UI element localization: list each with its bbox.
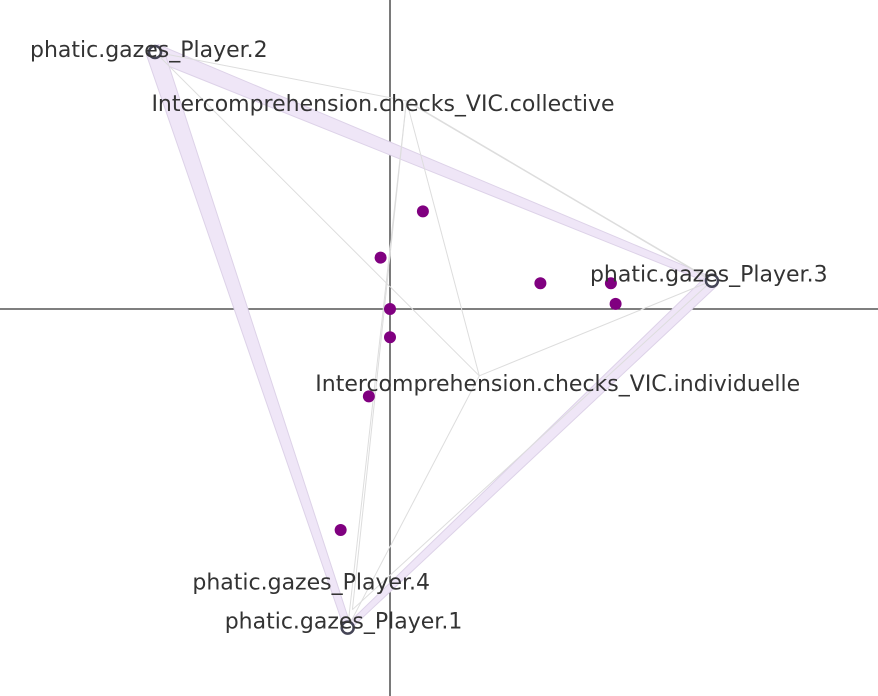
node-label-p4: phatic.gazes_Player.4 xyxy=(192,571,430,596)
data-point-5 xyxy=(362,390,375,403)
edge-p2-p3 xyxy=(151,43,714,285)
data-point-9 xyxy=(609,297,622,310)
edge-vc-vi xyxy=(405,100,480,376)
node-label-p3: phatic.gazes_Player.3 xyxy=(590,263,828,288)
edge-p2-vi xyxy=(154,51,480,377)
edge-p4-p3 xyxy=(352,280,713,611)
data-point-6 xyxy=(334,524,347,537)
data-point-8 xyxy=(604,277,617,290)
node-label-p2: phatic.gazes_Player.2 xyxy=(30,38,268,63)
node-marker-p1 xyxy=(340,620,355,635)
edge-p3-vi xyxy=(479,280,713,377)
edge-p2-p1 xyxy=(145,48,352,630)
nodes xyxy=(147,44,720,635)
edge-vi-p1 xyxy=(347,375,480,628)
data-point-1 xyxy=(416,205,429,218)
labels: phatic.gazes_Player.2 phatic.gazes_Player… xyxy=(30,38,828,635)
node-label-vc: Intercomprehension.checks_VIC.collective xyxy=(151,92,614,117)
edge-p3-vc xyxy=(406,100,713,282)
node-marker-p2 xyxy=(147,44,163,60)
edges xyxy=(145,43,718,631)
points xyxy=(334,205,622,537)
node-label-p1: phatic.gazes_Player.1 xyxy=(225,610,463,635)
node-label-vi: Intercomprehension.checks_VIC.individuel… xyxy=(315,372,800,397)
data-point-2 xyxy=(374,251,387,264)
edge-p4-vc xyxy=(351,100,407,610)
data-point-7 xyxy=(534,277,547,290)
edge-p2-vc xyxy=(154,51,407,102)
data-point-3 xyxy=(384,303,396,315)
node-marker-p3 xyxy=(704,273,720,288)
data-point-4 xyxy=(384,331,396,344)
